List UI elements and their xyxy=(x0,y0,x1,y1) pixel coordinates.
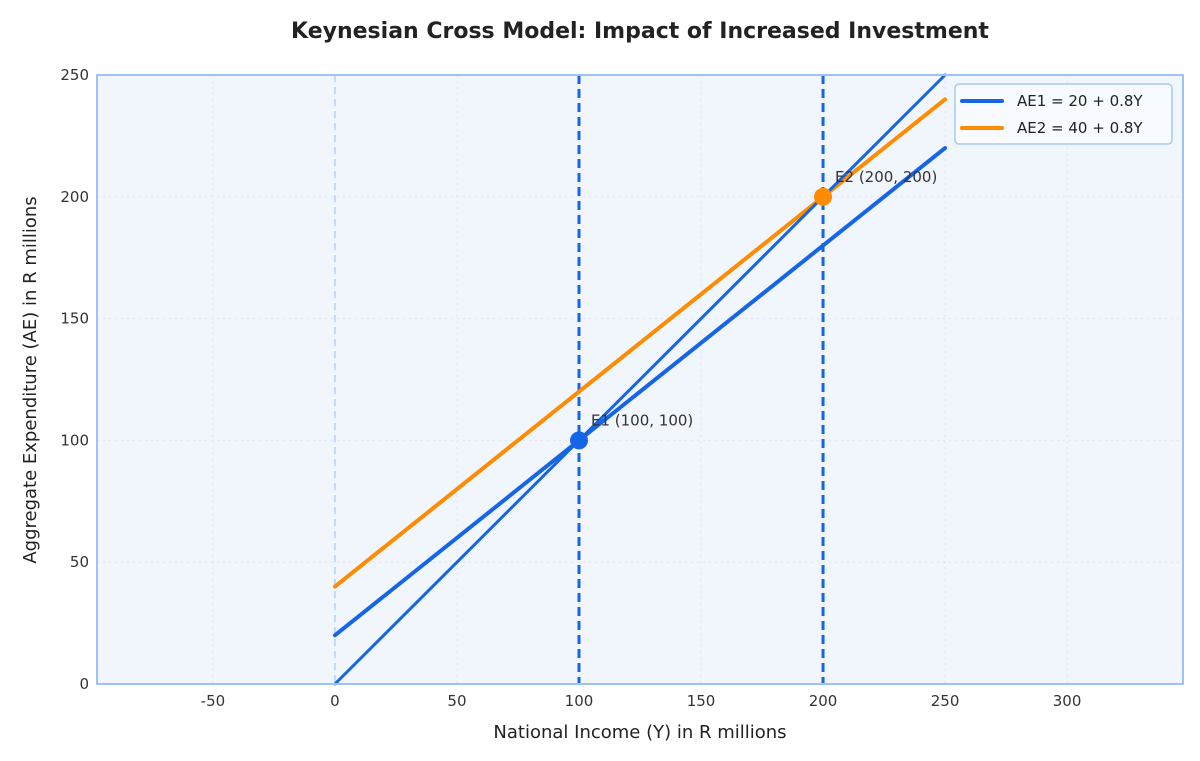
x-tick-label: 300 xyxy=(1053,692,1082,710)
y-tick-label: 0 xyxy=(79,675,89,693)
series: E1 (100, 100) E2 (200, 200) xyxy=(332,73,948,686)
x-tick-label: 250 xyxy=(931,692,960,710)
legend-label: AE1 = 20 + 0.8Y xyxy=(1017,92,1143,110)
series-line-ae2 xyxy=(332,97,948,589)
x-tick-label: 100 xyxy=(565,692,594,710)
x-tick-label: 0 xyxy=(330,692,340,710)
chart-title: Keynesian Cross Model: Impact of Increas… xyxy=(291,19,989,44)
y-tick-label: 250 xyxy=(60,66,89,84)
equilibrium-point-e2 xyxy=(814,187,833,206)
x-axis-label: National Income (Y) in R millions xyxy=(493,722,786,743)
y-tick-label: 100 xyxy=(60,431,89,449)
legend-box xyxy=(954,83,1173,145)
legend-label: AE2 = 40 + 0.8Y xyxy=(1017,119,1143,137)
series-line-ae1 xyxy=(332,146,948,638)
equilibrium-point-e1 xyxy=(569,431,588,450)
point-label-e2: E2 (200, 200) xyxy=(835,168,937,186)
point-label-e1: E1 (100, 100) xyxy=(591,411,693,429)
y-tick-label: 150 xyxy=(60,310,89,328)
x-tick-label: 50 xyxy=(447,692,466,710)
x-tick-label: -50 xyxy=(201,692,226,710)
y-axis-label: Aggregate Expenditure (AE) in R millions xyxy=(20,196,41,563)
x-tick-label: 200 xyxy=(809,692,838,710)
plot-frame xyxy=(96,74,1184,685)
45-degree-line xyxy=(333,73,947,686)
x-tick-label: 150 xyxy=(687,692,716,710)
y-tick-label: 50 xyxy=(70,553,89,571)
legend: AE1 = 20 + 0.8Y AE2 = 40 + 0.8Y xyxy=(954,83,1173,145)
y-tick-label: 200 xyxy=(60,188,89,206)
ticks: -50 0 50 100 150 200 250 300 0 50 100 150 200 250 xyxy=(60,66,1081,710)
